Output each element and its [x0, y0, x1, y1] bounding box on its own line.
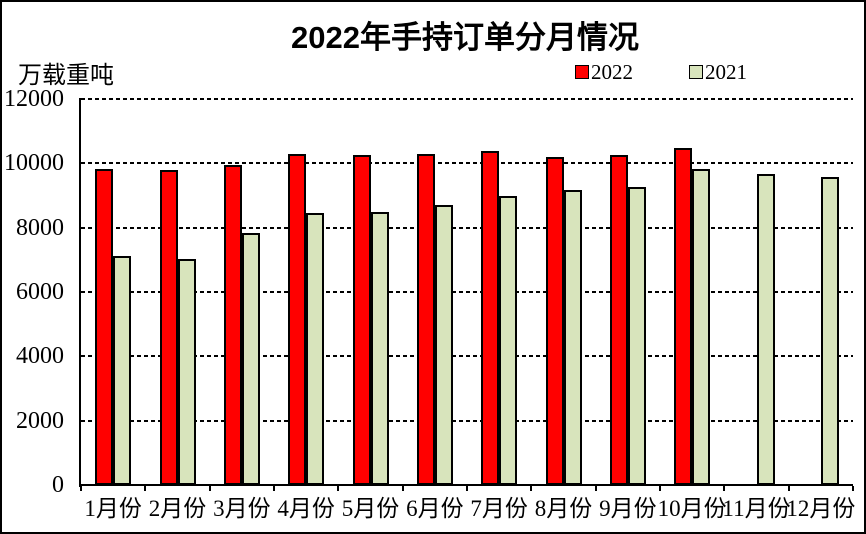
bar-2022-m10	[674, 147, 693, 485]
y-tick-label-4000: 4000	[16, 343, 64, 370]
gridline-2000	[81, 419, 853, 422]
x-label-m5: 5月份	[341, 496, 400, 521]
bar-2022-m7	[481, 150, 500, 485]
x-label-m9: 9月份	[599, 496, 657, 521]
chart-title: 2022年手持订单分月情况	[291, 20, 639, 55]
gridline-12000	[81, 98, 853, 100]
y-axis-line	[79, 98, 81, 487]
bar-2021-m4	[306, 213, 325, 485]
legend-item-2022: 2022	[575, 60, 633, 84]
x-tick-8	[594, 486, 597, 491]
bar-2022-m6	[416, 153, 435, 485]
x-label-m6: 6月份	[406, 496, 464, 521]
bar-2022-m2	[159, 169, 178, 485]
y-tick-label-0: 0	[52, 472, 64, 498]
bar-2021-m10	[692, 168, 711, 485]
x-tick-11	[787, 486, 790, 491]
bar-2022-m5	[352, 155, 371, 485]
x-tick-6	[466, 486, 468, 491]
x-tick-12	[852, 486, 854, 491]
bar-2021-m2	[177, 258, 196, 485]
y-tick-label-2000: 2000	[16, 407, 64, 434]
x-label-m2: 2月份	[148, 496, 207, 521]
x-tick-7	[530, 486, 533, 491]
x-axis-line	[79, 484, 853, 486]
x-label-m12: 12月份	[786, 496, 856, 521]
gridline-6000	[81, 291, 853, 293]
bar-2022-m9	[609, 154, 628, 485]
x-label-m7: 7月份	[470, 496, 528, 521]
bar-2021-m6	[434, 205, 453, 485]
bar-2021-m9	[627, 187, 646, 485]
y-tick-label-8000: 8000	[16, 214, 64, 241]
legend-label-2021: 2021	[705, 60, 747, 84]
x-tick-3	[273, 486, 275, 491]
bar-2021-m12	[820, 176, 839, 485]
y-tick-label-12000: 12000	[4, 86, 64, 112]
x-tick-9	[659, 486, 661, 491]
x-tick-4	[337, 486, 340, 491]
x-tick-0	[80, 486, 82, 491]
bar-2022-m8	[545, 157, 564, 485]
bar-2022-m4	[288, 154, 307, 485]
bar-2021-m5	[370, 211, 389, 485]
x-label-m4: 4月份	[277, 496, 335, 521]
gridline-8000	[81, 226, 853, 229]
legend-swatch-2022	[575, 65, 589, 79]
y-tick-label-10000: 10000	[4, 150, 64, 177]
legend: 2022 2021	[575, 60, 747, 84]
gridline-10000	[81, 162, 853, 165]
x-tick-1	[144, 486, 147, 491]
x-label-m3: 3月份	[213, 496, 271, 521]
y-axis-unit-label: 万载重吨	[18, 63, 114, 89]
bar-2021-m3	[241, 232, 260, 485]
gridline-4000	[81, 355, 853, 358]
x-tick-2	[208, 486, 211, 491]
x-label-m1: 1月份	[84, 496, 142, 521]
x-label-m8: 8月份	[534, 496, 593, 521]
bar-2022-m3	[223, 164, 242, 485]
bar-2021-m8	[563, 190, 582, 485]
legend-swatch-2021	[689, 65, 703, 79]
y-tick-label-6000: 6000	[16, 279, 64, 305]
x-tick-10	[723, 486, 726, 491]
x-label-m10: 10月份	[657, 496, 727, 521]
legend-label-2022: 2022	[591, 60, 633, 84]
bar-2021-m11	[756, 174, 775, 485]
bar-2021-m7	[499, 196, 518, 485]
x-tick-5	[401, 486, 404, 491]
bar-2021-m1	[113, 256, 132, 485]
bar-2022-m1	[95, 168, 114, 485]
legend-item-2021: 2021	[689, 60, 747, 84]
x-label-m11: 11月份	[722, 496, 791, 521]
